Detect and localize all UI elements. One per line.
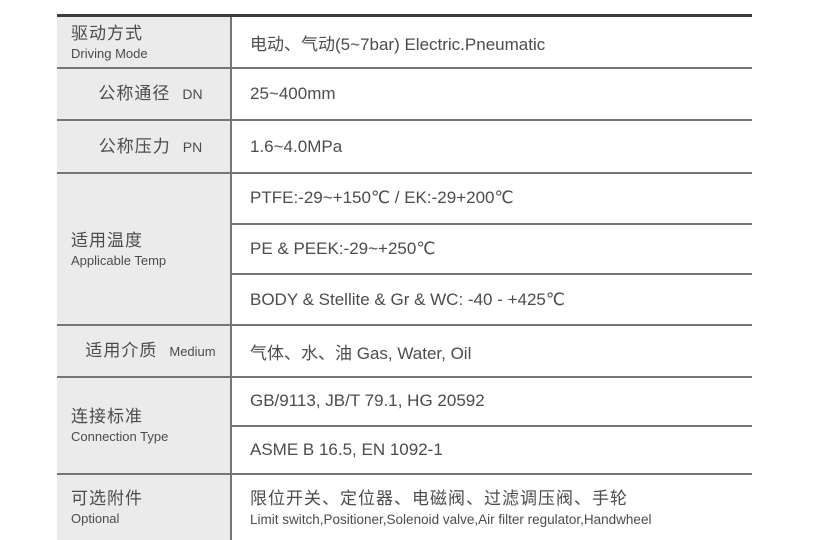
value-cells: 限位开关、定位器、电磁阀、过滤调压阀、手轮 Limit switch,Posit… — [232, 475, 752, 540]
row-header-connection-type: 连接标准 Connection Type — [57, 378, 232, 473]
value-cells: 25~400mm — [232, 69, 752, 119]
row-header-medium: 适用介质 Medium — [57, 326, 232, 376]
cell-value: PTFE:-29~+150℃ / EK:-29+200℃ — [250, 188, 514, 208]
value-cells: 1.6~4.0MPa — [232, 121, 752, 172]
cell-value-cn: 限位开关、定位器、电磁阀、过滤调压阀、手轮 — [250, 489, 628, 508]
label-en: Applicable Temp — [71, 252, 167, 268]
table-row-applicable-temp: 适用温度 Applicable Temp PTFE:-29~+150℃ / EK… — [57, 172, 752, 324]
label-cn: 连接标准 — [71, 407, 143, 426]
cell-value-en: Limit switch,Positioner,Solenoid valve,A… — [250, 512, 652, 527]
label-en: Driving Mode — [71, 45, 148, 61]
label-cn: 公称通径 — [98, 84, 171, 103]
value-cells: 气体、水、油 Gas, Water, Oil — [232, 326, 752, 376]
cell-value: GB/9113, JB/T 79.1, HG 20592 — [250, 391, 485, 411]
row-header-pn: 公称压力 PN — [57, 121, 232, 172]
cell-value: 限位开关、定位器、电磁阀、过滤调压阀、手轮 Limit switch,Posit… — [232, 475, 752, 540]
row-header-driving-mode: 驱动方式 Driving Mode — [57, 17, 232, 67]
label-cn: 适用温度 — [71, 230, 143, 250]
table-row-driving-mode: 驱动方式 Driving Mode 电动、气动(5~7bar) Electric… — [57, 17, 752, 67]
table-row-pn: 公称压力 PN 1.6~4.0MPa — [57, 119, 752, 172]
cell-value: PE & PEEK:-29~+250℃ — [232, 222, 752, 274]
value-cells: GB/9113, JB/T 79.1, HG 20592 ASME B 16.5… — [232, 378, 752, 473]
label-cn: 驱动方式 — [71, 23, 143, 43]
cell-value: 25~400mm — [250, 84, 336, 103]
label-cn: 可选附件 — [71, 489, 143, 508]
label-en: Optional — [71, 511, 120, 526]
table-row-connection-type: 连接标准 Connection Type GB/9113, JB/T 79.1,… — [57, 376, 752, 473]
cell-value: 1.6~4.0MPa — [250, 136, 343, 156]
cell-value: 电动、气动(5~7bar) Electric.Pneumatic — [250, 34, 546, 54]
label-cn: 适用介质 — [85, 341, 158, 360]
table-row-dn: 公称通径 DN 25~400mm — [57, 67, 752, 119]
value-cells: PTFE:-29~+150℃ / EK:-29+200℃ PE & PEEK:-… — [232, 174, 752, 324]
spec-table: 驱动方式 Driving Mode 电动、气动(5~7bar) Electric… — [57, 14, 752, 540]
label-en: Medium — [169, 343, 216, 359]
cell-value: BODY & Stellite & Gr & WC: -40 - +425℃ — [232, 273, 752, 324]
value-cells: 电动、气动(5~7bar) Electric.Pneumatic — [232, 17, 752, 67]
label-en: DN — [182, 86, 203, 102]
row-header-dn: 公称通径 DN — [57, 69, 232, 119]
label-cn: 公称压力 — [98, 136, 171, 156]
label-en: Connection Type — [71, 429, 169, 444]
row-header-optional: 可选附件 Optional — [57, 475, 232, 540]
label-en: PN — [182, 138, 203, 155]
row-header-applicable-temp: 适用温度 Applicable Temp — [57, 174, 232, 324]
table-row-optional: 可选附件 Optional 限位开关、定位器、电磁阀、过滤调压阀、手轮 Limi… — [57, 473, 752, 540]
cell-value: 气体、水、油 Gas, Water, Oil — [250, 343, 472, 363]
table-row-medium: 适用介质 Medium 气体、水、油 Gas, Water, Oil — [57, 324, 752, 376]
cell-value: ASME B 16.5, EN 1092-1 — [232, 424, 752, 474]
